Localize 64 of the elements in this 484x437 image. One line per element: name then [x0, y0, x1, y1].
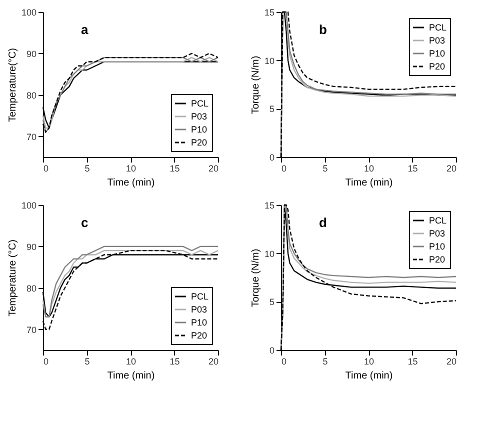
y-tick-label: 0	[269, 152, 274, 162]
legend-label: P10	[429, 48, 446, 58]
x-tick-label: 10	[364, 356, 374, 366]
x-tick-label: 10	[126, 356, 136, 366]
legend-label: P10	[191, 318, 208, 328]
annotation: a	[81, 22, 89, 37]
x-tick-label: 10	[126, 164, 136, 174]
x-tick-label: 20	[208, 356, 218, 366]
legend-label: P03	[191, 304, 208, 314]
y-axis-title: Torque (N/m)	[250, 56, 262, 114]
x-tick-label: 5	[84, 164, 90, 174]
x-tick-label: 15	[170, 164, 180, 174]
x-tick-label: 20	[446, 356, 456, 366]
y-tick-label: 5	[269, 104, 274, 114]
annotation: d	[319, 215, 327, 230]
x-axis-title: Time (min)	[345, 178, 393, 188]
y-tick-label: 10	[264, 248, 274, 259]
x-tick-label: 0	[282, 164, 287, 174]
y-tick-label: 90	[26, 242, 36, 252]
y-tick-label: 100	[21, 8, 36, 18]
y-axis-title: Torque (N/m)	[250, 248, 262, 308]
y-tick-label: 5	[269, 297, 274, 308]
y-tick-label: 70	[26, 132, 36, 142]
x-tick-label: 20	[208, 164, 218, 174]
y-tick-label: 10	[264, 56, 274, 66]
legend-label: P20	[191, 330, 208, 340]
y-tick-label: 15	[264, 200, 274, 210]
x-axis-title: Time (min)	[107, 178, 155, 188]
legend-label: P03	[429, 36, 446, 46]
x-axis-title: Time (min)	[345, 370, 393, 382]
y-tick-label: 15	[264, 8, 274, 18]
y-tick-label: 100	[21, 200, 36, 210]
annotation: b	[319, 22, 327, 37]
legend-label: P10	[429, 242, 446, 252]
annotation: c	[81, 215, 88, 230]
y-tick-label: 90	[26, 48, 36, 59]
legend-label: PCL	[429, 22, 447, 32]
y-tick-label: 80	[26, 90, 36, 100]
x-tick-label: 5	[84, 356, 90, 366]
legend-label: P03	[191, 112, 208, 122]
legend-label: P20	[429, 254, 446, 264]
y-tick-label: 80	[26, 283, 36, 294]
x-tick-label: 15	[408, 356, 418, 366]
legend-label: P10	[191, 124, 208, 134]
x-tick-label: 0	[44, 164, 49, 174]
y-tick-label: 0	[269, 346, 274, 356]
legend-label: PCL	[191, 98, 209, 108]
y-axis-title: Temperature (°C)	[7, 240, 18, 316]
legend-label: P20	[191, 138, 208, 148]
x-axis-title: Time (min)	[107, 370, 155, 382]
y-tick-label: 70	[26, 324, 36, 335]
x-tick-label: 20	[446, 164, 456, 174]
x-tick-label: 5	[322, 356, 328, 366]
legend-label: P03	[429, 228, 446, 238]
legend-label: PCL	[429, 216, 447, 226]
x-tick-label: 5	[322, 164, 328, 174]
x-tick-label: 0	[282, 356, 287, 366]
legend-label: P20	[429, 62, 446, 72]
legend-label: PCL	[191, 292, 209, 302]
x-tick-label: 0	[44, 356, 49, 366]
x-tick-label: 15	[408, 164, 418, 174]
x-tick-label: 15	[170, 356, 180, 366]
x-tick-label: 10	[364, 164, 374, 174]
y-axis-title: Temperature(°C)	[7, 48, 18, 122]
